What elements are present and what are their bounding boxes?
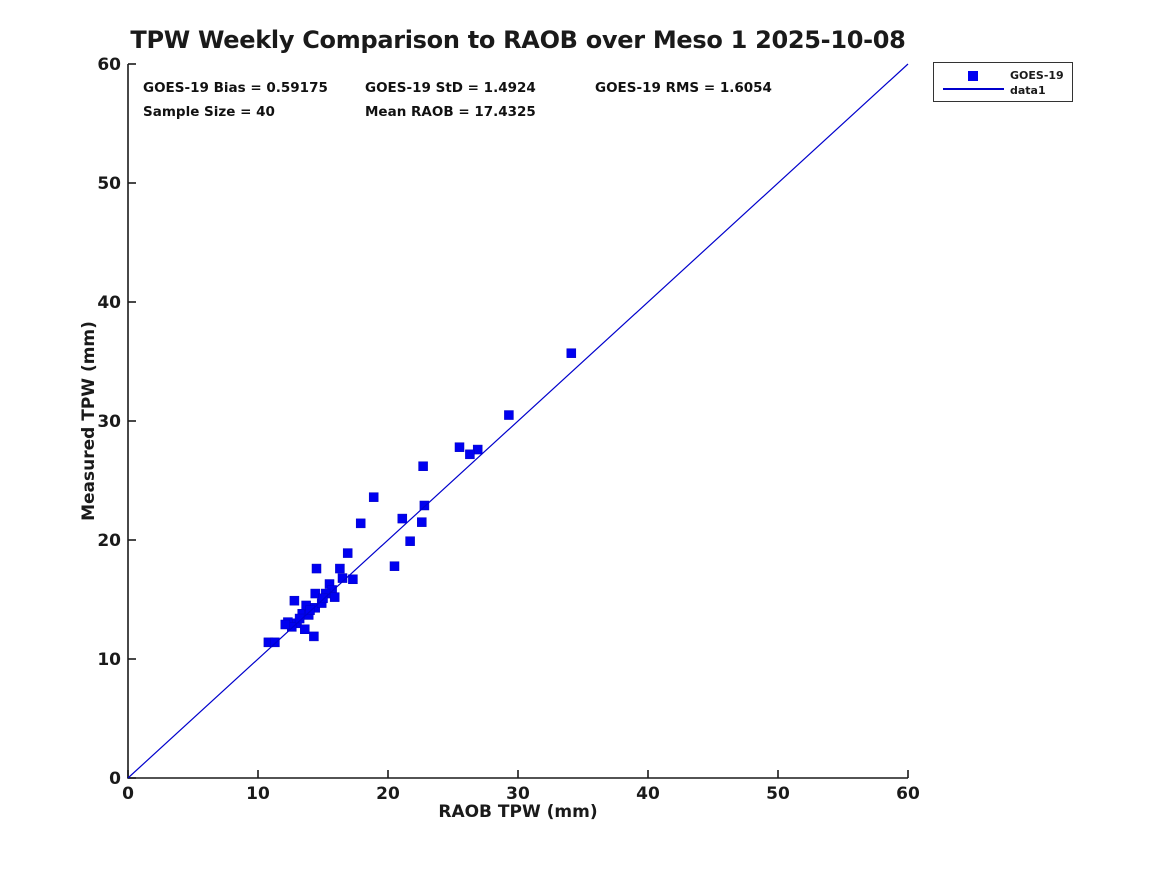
scatter-point <box>311 563 322 574</box>
scatter-point <box>335 563 345 574</box>
y-tick-label: 60 <box>97 55 121 75</box>
y-tick-label: 50 <box>97 174 121 194</box>
y-tick-label: 10 <box>97 650 121 670</box>
scatter-point <box>397 513 408 524</box>
scatter-point <box>289 595 300 606</box>
scatter-point <box>405 536 415 546</box>
x-tick-label: 10 <box>246 784 270 804</box>
scatter-point <box>465 449 475 460</box>
x-tick-label: 60 <box>896 784 920 804</box>
y-tick-label: 0 <box>109 769 121 789</box>
scatter-point <box>454 442 465 452</box>
x-axis-label: RAOB TPW (mm) <box>438 802 598 822</box>
scatter-point <box>310 588 320 599</box>
x-tick-label: 50 <box>766 784 790 804</box>
legend-square-marker-icon <box>968 71 978 81</box>
scatter-point <box>294 613 305 624</box>
legend-label-goes19: GOES-19 <box>1010 69 1064 82</box>
stat-bias: GOES-19 Bias = 0.59175 <box>143 80 328 96</box>
scatter-point <box>417 517 427 527</box>
y-tick-label: 40 <box>97 293 121 313</box>
x-tick-label: 20 <box>376 784 400 804</box>
stat-sample-size: Sample Size = 40 <box>143 104 275 120</box>
legend: GOES-19 data1 <box>933 62 1073 102</box>
scatter-point <box>504 410 514 420</box>
scatter-point <box>472 444 483 455</box>
scatter-point <box>329 592 340 602</box>
identity-line <box>127 63 909 779</box>
x-tick-label: 40 <box>636 784 660 804</box>
chart-title: TPW Weekly Comparison to RAOB over Meso … <box>130 26 906 54</box>
stat-mean-raob: Mean RAOB = 17.4325 <box>365 104 536 120</box>
y-tick-label: 30 <box>97 412 121 432</box>
scatter-point <box>309 631 319 642</box>
scatter-point <box>419 500 430 511</box>
scatter-point <box>342 548 353 558</box>
scatter-point <box>318 593 328 604</box>
scatter-point <box>389 561 400 571</box>
legend-line-sample-icon <box>943 88 1004 90</box>
scatter-point <box>355 518 366 529</box>
scatter-point <box>300 624 310 634</box>
legend-label-data1: data1 <box>1010 84 1046 97</box>
scatter-point <box>368 492 379 502</box>
scatter-point <box>270 637 280 648</box>
y-tick-label: 20 <box>97 531 121 551</box>
stat-std: GOES-19 StD = 1.4924 <box>365 80 536 96</box>
x-tick-label: 0 <box>122 784 134 804</box>
scatter-point <box>418 461 428 471</box>
scatter-point <box>348 574 358 585</box>
scatter-point <box>566 348 577 358</box>
stat-rms: GOES-19 RMS = 1.6054 <box>595 80 772 96</box>
scatter-point <box>280 619 291 630</box>
scatter-point <box>305 605 315 615</box>
y-axis-label: Measured TPW (mm) <box>79 321 99 521</box>
x-tick-label: 30 <box>506 784 530 804</box>
